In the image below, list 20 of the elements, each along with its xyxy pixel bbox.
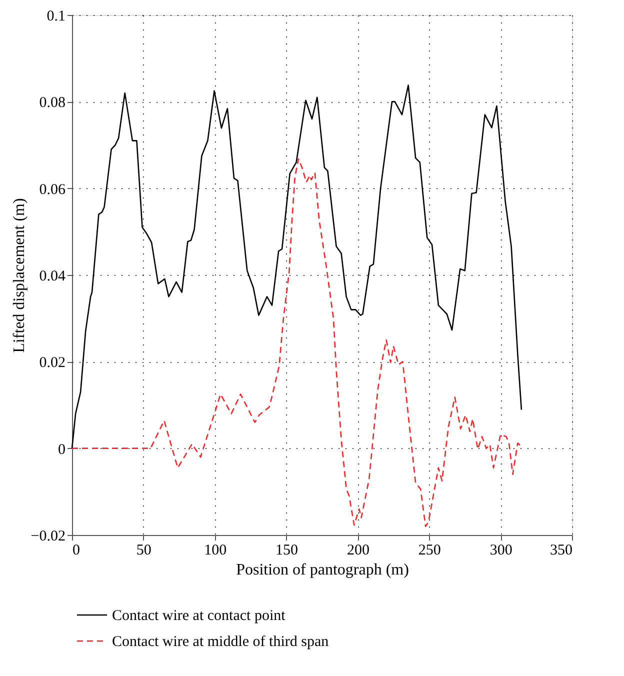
y-axis-title: Lifted displacement (m) — [10, 198, 28, 353]
y-tick-label: 0 — [58, 442, 66, 458]
x-tick-label: 200 — [346, 542, 370, 558]
y-tick-label: 0.08 — [39, 95, 66, 112]
x-tick-label: 50 — [136, 542, 152, 558]
legend-label: Contact wire at middle of third span — [112, 634, 330, 650]
y-tick-label: −0.02 — [30, 528, 66, 544]
x-tick-label: 250 — [418, 542, 441, 558]
y-tick-label: 0.02 — [39, 355, 66, 372]
line-series — [71, 158, 522, 527]
x-axis-title: Position of pantograph (m) — [236, 562, 409, 578]
y-tick-label: 0.06 — [39, 182, 66, 198]
x-tick-label: 350 — [550, 542, 572, 558]
y-tick-label: 0.1 — [46, 8, 66, 24]
x-tick-label: 100 — [204, 542, 227, 558]
x-tick-label: 150 — [276, 542, 298, 558]
legend-label: Contact wire at contact point — [112, 608, 286, 624]
x-tick-label: 300 — [490, 542, 512, 558]
y-tick-label: 0.04 — [39, 268, 66, 284]
x-tick-label: 0 — [72, 542, 80, 558]
